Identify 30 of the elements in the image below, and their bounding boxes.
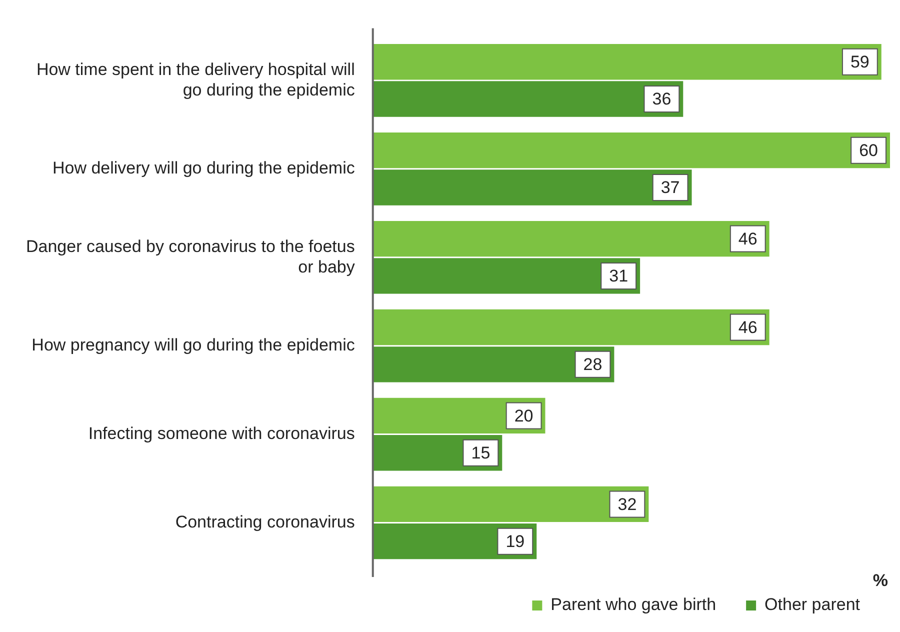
data-label: 46 [738,318,758,337]
bar [372,258,640,294]
bar [372,220,770,257]
bar [372,486,649,522]
bar [372,170,692,206]
y-tick-label: How time spent in the delivery hospital will go during the epidemic [36,60,356,100]
bar [372,309,770,346]
data-label: 37 [660,178,680,198]
data-label: 60 [859,141,878,160]
data-label: 15 [471,444,490,463]
bar [372,81,684,117]
data-label: 19 [506,532,525,552]
y-tick-label: How delivery will go during the epidemic [52,158,356,178]
data-label: 28 [583,355,602,374]
legend-label: Other parent [764,595,860,614]
data-label: 32 [618,494,637,514]
data-label: 36 [652,90,672,109]
y-tick-label: Danger caused by coronavirus to the foetus or baby [26,236,356,276]
data-label: 46 [738,229,758,248]
data-label: 20 [514,406,534,426]
bar [372,346,614,382]
legend-label: Parent who gave birth [550,595,716,614]
y-tick-label: Contracting coronavirus [175,512,355,532]
data-label: 31 [609,266,628,286]
data-label: 59 [850,52,870,72]
y-tick-label: Infecting someone with coronavirus [88,424,355,443]
x-axis-title: % [872,571,888,590]
bar [372,44,882,80]
y-tick-label: How pregnancy will go during the epidemic [32,336,356,355]
bar [372,132,890,168]
